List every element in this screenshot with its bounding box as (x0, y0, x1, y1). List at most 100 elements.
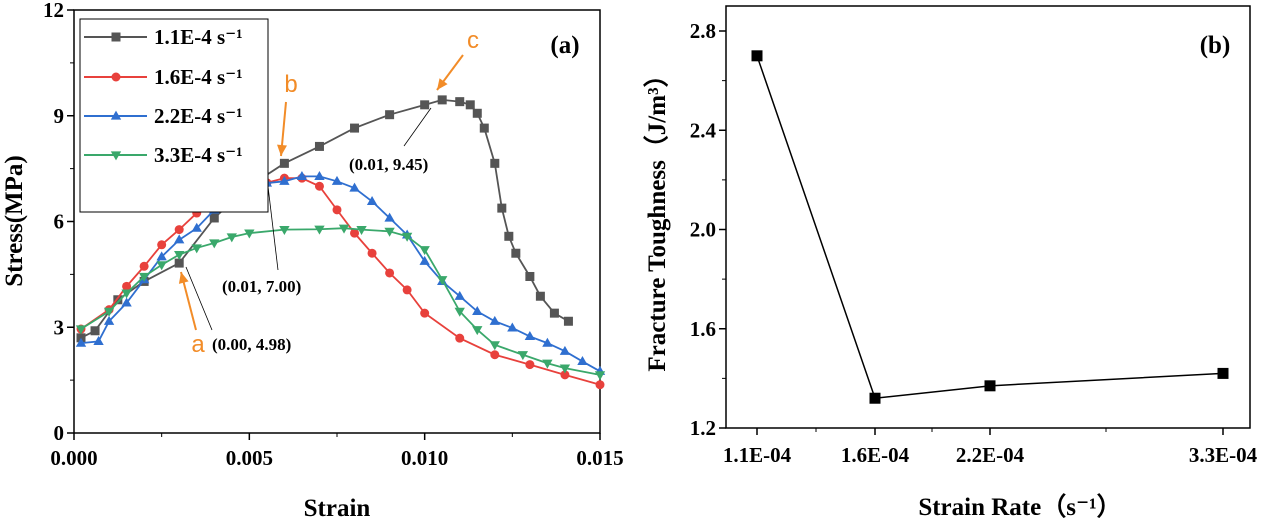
legend-item: 1.6E-4 s⁻¹ (84, 65, 243, 89)
data-point (75, 325, 87, 335)
data-point (419, 246, 430, 256)
legend-label: 3.3E-4 s⁻¹ (154, 143, 243, 167)
x-tick-label: 0.000 (50, 446, 97, 470)
data-point (1217, 367, 1229, 379)
panel-label-a: (a) (550, 32, 579, 59)
data-point (489, 341, 500, 351)
data-point (121, 289, 132, 299)
panel-label-b: (b) (1200, 32, 1231, 59)
data-point (517, 351, 529, 361)
data-point (157, 240, 167, 250)
annotation-letter: a (191, 331, 205, 358)
data-point (511, 248, 521, 258)
data-point (121, 297, 132, 307)
legend-item: 2.2E-4 s⁻¹ (84, 104, 243, 128)
data-point (559, 345, 571, 355)
data-point (419, 255, 430, 265)
annotation-value: (0.01, 9.45) (349, 155, 428, 174)
arrow-head-icon (178, 272, 189, 284)
data-point (314, 225, 325, 235)
y-axis-title-b: Fracture Toughness（J/m³） (642, 62, 671, 371)
data-point (560, 370, 570, 380)
y-tick-label: 2.4 (690, 118, 717, 142)
data-point (113, 295, 123, 305)
data-point (279, 226, 290, 236)
y-axis-title-a: Stress(MPa) (1, 155, 28, 286)
legend-item: 3.3E-4 s⁻¹ (84, 143, 243, 167)
data-point (401, 232, 413, 242)
y-tick-label: 3 (54, 315, 65, 339)
data-point (174, 251, 185, 261)
y-tick-label: 2.0 (690, 218, 716, 242)
y-tick-label: 9 (54, 104, 65, 128)
data-point (122, 281, 132, 291)
data-point (209, 239, 220, 249)
data-point (332, 205, 342, 215)
data-point (454, 307, 465, 317)
leader-line (185, 266, 213, 331)
data-point (524, 331, 536, 341)
panel-b-fracture-toughness: (b) Strain Rate（s⁻¹） Fracture Toughness（… (642, 5, 1258, 521)
series-line (756, 55, 1224, 400)
data-point (331, 175, 343, 185)
leader-line (266, 177, 279, 271)
data-point (314, 141, 324, 151)
annotation-value: (0.01, 7.00) (222, 277, 301, 296)
data-point (209, 213, 219, 223)
data-point (455, 97, 465, 107)
data-point (549, 308, 559, 318)
annotation-c: (0.01, 9.45) c (349, 27, 479, 174)
x-tick-label: 0.015 (576, 446, 623, 470)
data-point (191, 244, 202, 254)
x-tick-label: 2.2E-04 (956, 443, 1025, 467)
legend-label: 1.1E-4 s⁻¹ (154, 25, 243, 49)
data-point (174, 234, 185, 244)
data-point (191, 222, 202, 232)
data-point (279, 158, 289, 168)
data-point (542, 337, 553, 347)
data-point (338, 224, 350, 234)
data-point (454, 290, 465, 300)
data-point (296, 170, 308, 180)
data-point (93, 335, 104, 345)
data-point (226, 233, 237, 243)
data-point (535, 291, 545, 301)
arrow-head-icon (437, 78, 448, 90)
data-point (465, 100, 475, 110)
data-point (139, 261, 149, 271)
data-point (437, 276, 448, 286)
series-fracture-toughness (751, 50, 1229, 404)
data-point (314, 170, 325, 180)
data-point (563, 316, 573, 326)
data-point (385, 268, 395, 278)
data-point (367, 248, 377, 258)
x-tick-label: 1.6E-04 (841, 443, 910, 467)
data-point (350, 228, 360, 238)
data-point (384, 212, 395, 222)
leader-line (403, 107, 432, 147)
data-point (356, 226, 367, 236)
panel-a-stress-strain: (a) Strain Stress(MPa) 0.000 0.005 0.010 0.… (1, 0, 624, 521)
y-tick-label: 1.2 (690, 416, 716, 440)
data-point (420, 100, 430, 110)
data-point (751, 50, 763, 62)
data-point (174, 225, 184, 235)
y-tick-label: 0 (54, 421, 65, 445)
data-point (542, 359, 553, 369)
data-point (984, 380, 996, 392)
data-point (385, 110, 395, 120)
data-point (489, 315, 500, 325)
annotation-a: (0.00, 4.98) a (178, 266, 291, 358)
data-point (437, 95, 447, 105)
y-tick-label: 2.8 (690, 19, 716, 43)
legend-marker (111, 72, 121, 82)
data-point (420, 308, 430, 318)
data-point (869, 392, 881, 404)
x-tick-label: 0.005 (226, 446, 273, 470)
data-point (490, 158, 500, 168)
data-point (559, 364, 571, 374)
data-point (244, 229, 255, 239)
y-tick-label: 1.6 (690, 317, 716, 341)
data-point (156, 261, 167, 271)
plot-frame-b (725, 5, 1251, 429)
